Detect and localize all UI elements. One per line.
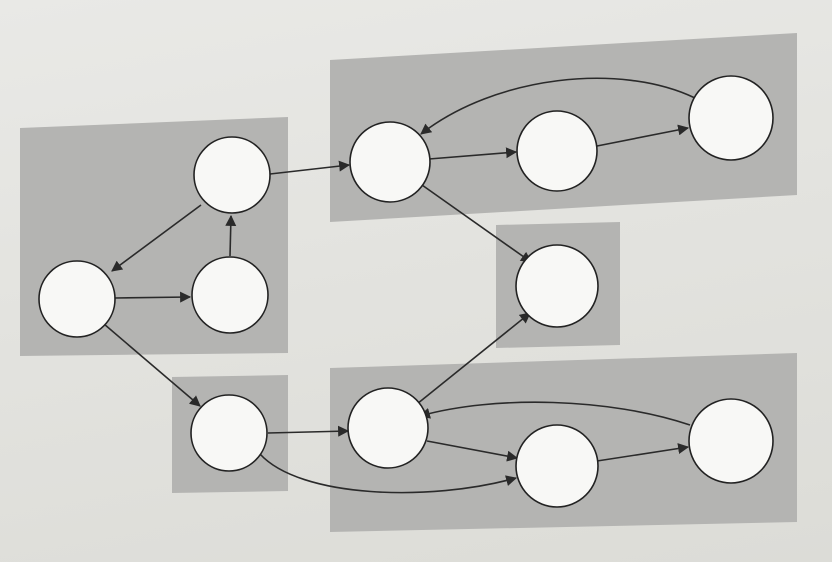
graph-node-n4: [349, 121, 431, 203]
edge-n1-n8: [103, 323, 201, 407]
edge-n9-n7: [416, 312, 531, 405]
graph-node-n11: [688, 398, 774, 484]
edge-n1-n3: [114, 291, 192, 303]
edge-n8-n9: [267, 425, 350, 437]
graph-node-n10: [515, 424, 599, 508]
graph-node-n9: [347, 387, 429, 469]
edge-n11-n9: [418, 401, 691, 426]
graph-node-n3: [191, 256, 269, 334]
edge-n6-n4: [420, 77, 696, 135]
edge-n3-n2: [225, 214, 237, 257]
edge-n4-n5: [428, 147, 518, 160]
edge-n4-n7: [421, 184, 532, 263]
edge-n2-n4: [269, 160, 351, 175]
edge-n8-n10: [259, 453, 518, 494]
edge-n5-n6: [596, 124, 690, 147]
graph-node-n6: [688, 75, 774, 161]
graph-node-n5: [516, 110, 598, 192]
edge-n9-n10: [426, 440, 519, 462]
graph-node-n1: [38, 260, 116, 338]
graph-node-n8: [190, 394, 268, 472]
graph-node-n7: [515, 244, 599, 328]
edge-n2-n1: [111, 204, 202, 272]
nodes: [38, 75, 774, 508]
edges: [103, 77, 696, 494]
edge-n10-n11: [596, 443, 690, 462]
graph-node-n2: [193, 136, 271, 214]
